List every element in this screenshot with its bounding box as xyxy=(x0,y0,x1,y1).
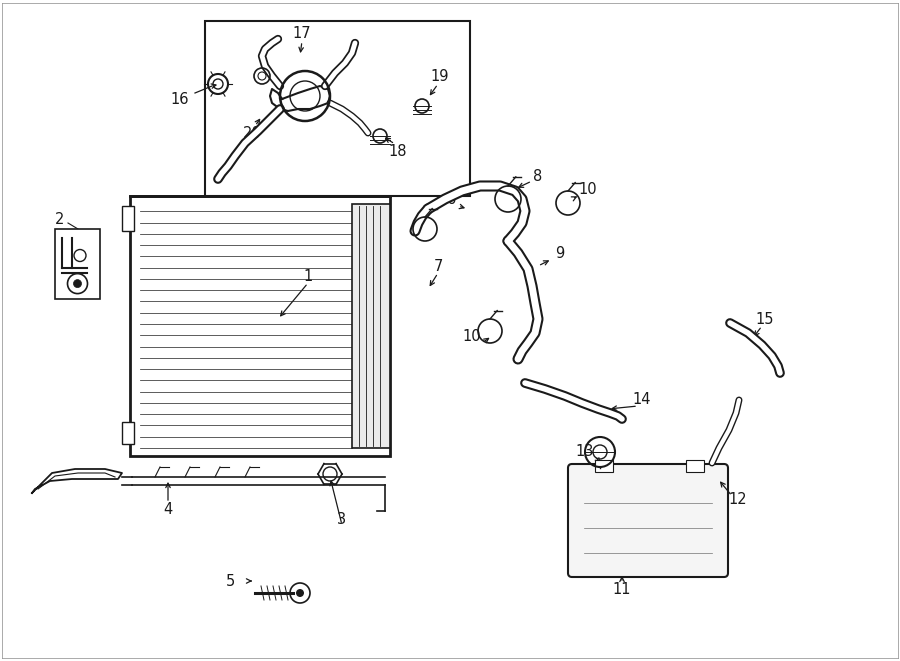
Text: 2: 2 xyxy=(55,212,65,227)
Bar xyxy=(352,204,390,448)
Text: 20: 20 xyxy=(243,126,261,141)
Circle shape xyxy=(296,589,304,597)
Text: 9: 9 xyxy=(555,245,564,260)
Bar xyxy=(122,422,134,444)
Text: 10: 10 xyxy=(463,329,482,344)
Text: 1: 1 xyxy=(303,268,312,284)
Text: 6: 6 xyxy=(447,192,456,206)
Text: 19: 19 xyxy=(431,69,449,83)
Bar xyxy=(122,206,134,231)
Bar xyxy=(55,229,100,299)
Text: 17: 17 xyxy=(292,26,311,40)
Text: 16: 16 xyxy=(171,91,189,106)
Text: 8: 8 xyxy=(534,169,543,184)
Polygon shape xyxy=(32,469,122,493)
Bar xyxy=(205,21,470,196)
Text: 3: 3 xyxy=(338,512,346,527)
Circle shape xyxy=(74,280,82,288)
Text: 7: 7 xyxy=(433,258,443,274)
Text: 15: 15 xyxy=(756,311,774,327)
Bar xyxy=(686,460,704,472)
Text: 11: 11 xyxy=(613,582,631,596)
Text: 14: 14 xyxy=(633,391,652,407)
Bar xyxy=(595,460,613,472)
FancyBboxPatch shape xyxy=(568,464,728,577)
Text: 18: 18 xyxy=(389,143,407,159)
Text: 13: 13 xyxy=(576,444,594,459)
Bar xyxy=(130,196,390,456)
Text: 5: 5 xyxy=(225,574,235,588)
Text: 4: 4 xyxy=(164,502,173,516)
Text: 12: 12 xyxy=(729,492,747,506)
Text: 10: 10 xyxy=(579,182,598,196)
